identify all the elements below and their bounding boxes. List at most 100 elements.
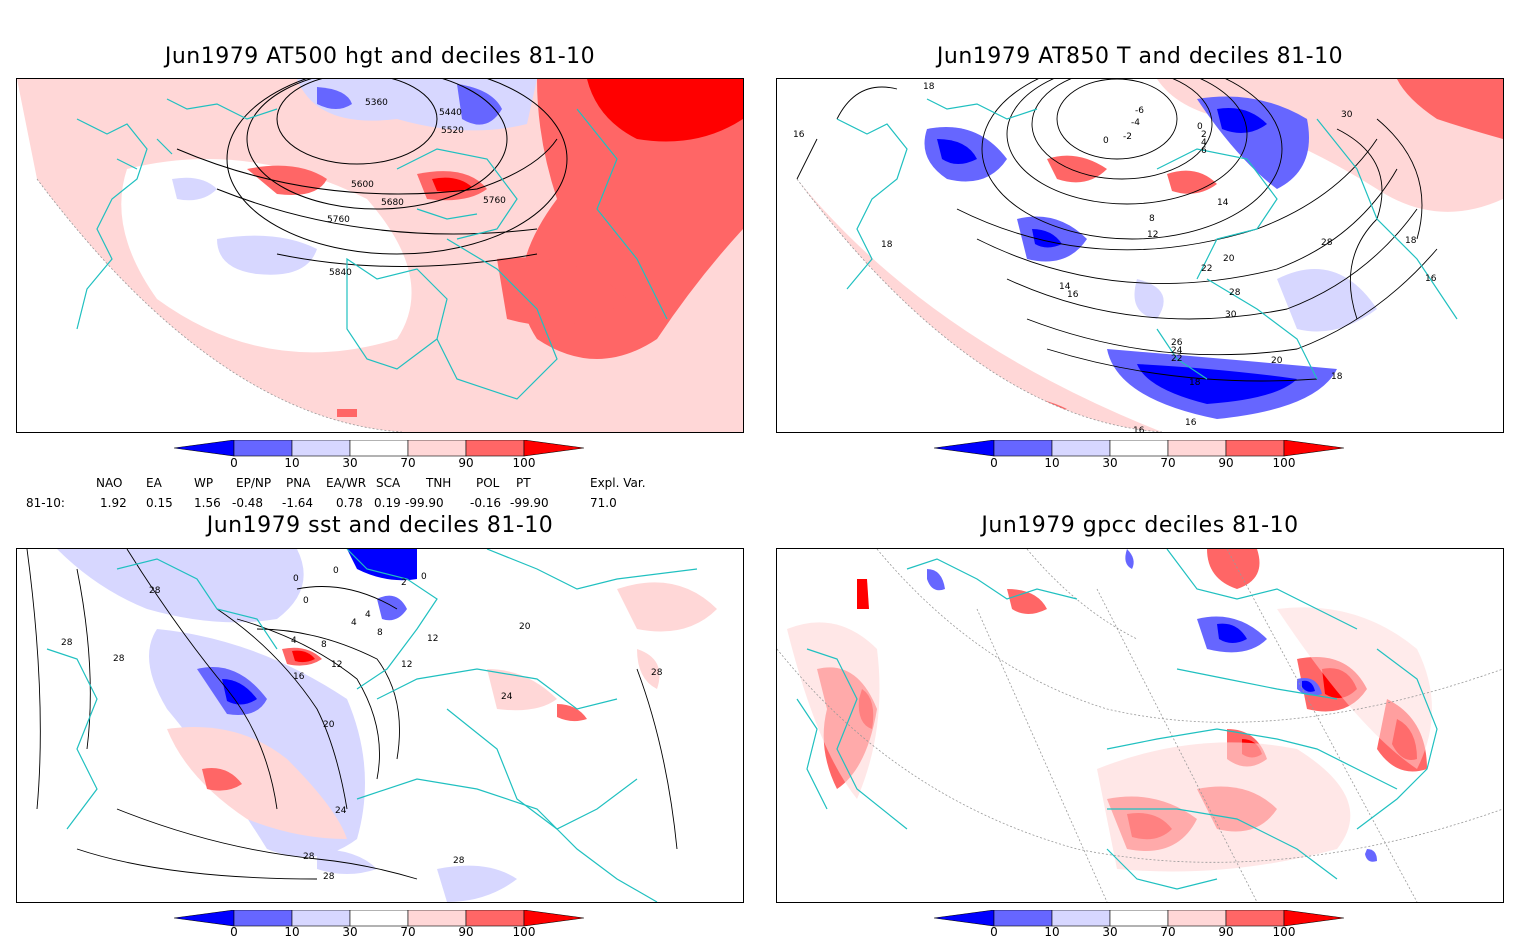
contour-label: 5680 — [381, 198, 404, 208]
map-panel-hgt500: 5360 5440 5520 5600 5680 5760 5760 5840 — [16, 78, 744, 433]
colorbar-tick-label: 30 — [342, 456, 358, 470]
colorbar-segment-30-70 — [349, 909, 409, 927]
contour-label: 12 — [427, 634, 438, 644]
contour-label: 16 — [1133, 426, 1145, 432]
colorbar-tick-label: 90 — [458, 456, 474, 470]
colorbar-segment-0-10 — [993, 439, 1053, 457]
contour-label: 0 — [303, 596, 309, 606]
index-header-ea: EA — [146, 476, 162, 490]
colorbar-tick-label: 70 — [1160, 925, 1176, 939]
contour-label: 5840 — [329, 268, 352, 278]
colorbar-segment-70-90 — [407, 439, 467, 457]
contour-label: 24 — [1171, 346, 1183, 356]
contour-label: 20 — [323, 720, 335, 730]
contour-label: 30 — [1341, 110, 1353, 120]
contour-label: 4 — [291, 636, 297, 646]
contour-label: 18 — [1189, 378, 1201, 388]
contour-label: 2 — [1201, 130, 1207, 140]
colorbar-below-0 — [933, 439, 995, 457]
contour-label: 5600 — [351, 180, 374, 190]
contour-label: 0 — [1103, 136, 1109, 146]
contour-label: 28 — [61, 638, 73, 648]
colorbar-segment-10-30 — [1051, 439, 1111, 457]
colorbar-tick-label: 90 — [458, 925, 474, 939]
colorbar-tick-label: 100 — [1272, 456, 1296, 470]
contour-label: 4 — [351, 618, 357, 628]
map-panel-t850: 18 16 18 -6 -4 -2 0 0 2 4 6 8 12 14 14 1… — [776, 78, 1504, 433]
colorbar-segment-10-30 — [291, 909, 351, 927]
colorbar-segment-0-10 — [993, 909, 1053, 927]
colorbar-segment-90-100 — [465, 909, 525, 927]
contour-label: 12 — [401, 660, 412, 670]
colorbar-segment-70-90 — [1167, 909, 1227, 927]
colorbar-tick-label: 10 — [284, 925, 300, 939]
contour-label: 18 — [1331, 372, 1343, 382]
colorbar-tick-label: 90 — [1218, 456, 1234, 470]
colorbar-segment-90-100 — [1225, 909, 1285, 927]
colorbar-tick-label: 30 — [1102, 456, 1118, 470]
colorbar-segment-10-30 — [1051, 909, 1111, 927]
contour-label: 28 — [1229, 288, 1241, 298]
contour-label: 18 — [1405, 236, 1417, 246]
index-value-explained-variance: 71.0 — [590, 496, 617, 510]
contour-label: 18 — [923, 82, 935, 92]
contour-label: 0 — [421, 572, 427, 582]
contour-label: 5440 — [439, 108, 462, 118]
panel-title-sst: Jun1979 sst and deciles 81-10 — [206, 513, 554, 538]
contour-label: 28 — [149, 586, 161, 596]
map-panel-sst: 28 28 28 0 0 0 4 2 0 4 8 8 12 12 16 20 2… — [16, 548, 744, 903]
contour-label: 5360 — [365, 98, 388, 108]
contour-label: 24 — [335, 806, 347, 816]
panel-title-hgt500: Jun1979 AT500 hgt and deciles 81-10 — [164, 44, 596, 69]
colorbar-below-0 — [173, 439, 235, 457]
contour-label: 16 — [1185, 418, 1197, 428]
contour-label: 16 — [1067, 290, 1079, 300]
index-value-epnp: -0.48 — [232, 496, 264, 510]
index-value-nao: 1.92 — [100, 496, 127, 510]
contour-label: 20 — [1223, 254, 1235, 264]
contour-label: 26 — [1171, 338, 1183, 348]
colorbar-tick-label: 70 — [400, 925, 416, 939]
contour-label: 22 — [1171, 354, 1182, 364]
contour-label: 20 — [1271, 356, 1283, 366]
contour-label: 5760 — [483, 196, 506, 206]
contour-label: 16 — [293, 672, 305, 682]
index-value-tnh: -99.90 — [405, 496, 444, 510]
index-value-pna: -1.64 — [282, 496, 314, 510]
contour-label: 8 — [321, 640, 327, 650]
contour-label: -6 — [1135, 106, 1144, 116]
colorbar-segment-30-70 — [1109, 439, 1169, 457]
contour-label: 24 — [501, 692, 513, 702]
colorbar-tick-label: 30 — [342, 925, 358, 939]
contour-label: 4 — [1201, 138, 1207, 148]
contour-label: 28 — [323, 872, 335, 882]
index-header-nao: NAO — [96, 476, 123, 490]
colorbar-tick-label: 0 — [990, 925, 998, 939]
colorbar-segment-30-70 — [349, 439, 409, 457]
index-header-epnp: EP/NP — [236, 476, 272, 490]
colorbar-tick-label: 70 — [1160, 456, 1176, 470]
index-header-pt: PT — [516, 476, 531, 490]
contour-label: 2 — [401, 578, 407, 588]
colorbar-tick-label: 0 — [230, 925, 238, 939]
index-header-pol: POL — [476, 476, 500, 490]
colorbar-top-left — [173, 439, 585, 480]
contour-label: 28 — [113, 654, 125, 664]
colorbar-segment-70-90 — [407, 909, 467, 927]
index-value-pt: -99.90 — [510, 496, 549, 510]
colorbar-top-right — [933, 439, 1345, 480]
contour-label: 16 — [1425, 274, 1437, 284]
index-header-pna: PNA — [286, 476, 311, 490]
colorbar-segment-0-10 — [233, 909, 293, 927]
index-header-tnh: TNH — [426, 476, 452, 490]
colorbar-tick-label: 100 — [1272, 925, 1296, 939]
colorbar-bottom-right — [933, 909, 1345, 940]
contour-label: 16 — [793, 130, 805, 140]
index-value-ea: 0.15 — [146, 496, 173, 510]
index-value-sca: 0.19 — [374, 496, 401, 510]
contour-label: -4 — [1131, 118, 1140, 128]
contour-label: 0 — [293, 574, 299, 584]
colorbar-segment-30-70 — [1109, 909, 1169, 927]
colorbar-above-100 — [1283, 909, 1345, 927]
index-header-sca: SCA — [376, 476, 401, 490]
